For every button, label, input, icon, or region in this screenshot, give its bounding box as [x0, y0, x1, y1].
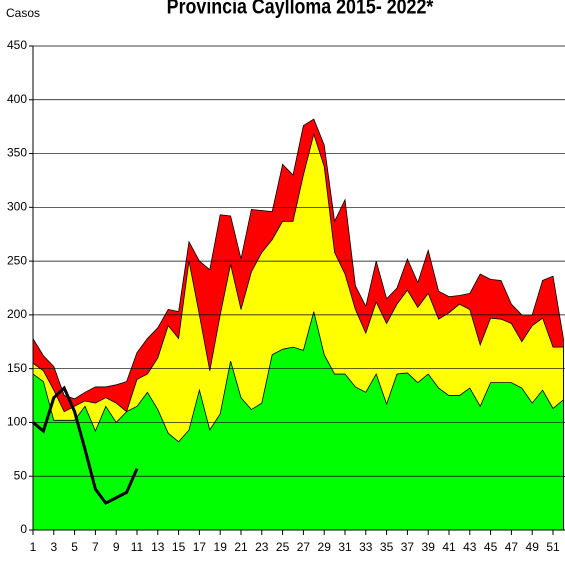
x-tick-label: 19	[214, 540, 228, 554]
x-tick-label: 5	[71, 540, 78, 554]
y-tick-label: 400	[7, 92, 27, 106]
x-tick-label: 49	[526, 540, 540, 554]
x-tick-label: 1	[30, 540, 37, 554]
x-tick-label: 37	[401, 540, 415, 554]
y-tick-label: 350	[7, 146, 27, 160]
chart-title: Provincia Caylloma 2015- 2022*	[167, 0, 434, 19]
x-tick-label: 45	[484, 540, 498, 554]
y-tick-label: 250	[7, 253, 27, 267]
x-tick-label: 11	[131, 540, 144, 554]
x-tick-label: 17	[193, 540, 207, 554]
x-tick-label: 47	[505, 540, 519, 554]
x-tick-label: 15	[172, 540, 186, 554]
y-tick-label: 0	[20, 522, 27, 536]
line	[32, 385, 139, 506]
x-tick-label: 13	[151, 540, 165, 554]
x-tick-label: 21	[234, 540, 248, 554]
x-tick-label: 39	[422, 540, 436, 554]
x-tick-label: 27	[297, 540, 311, 554]
x-tick-label: 3	[50, 540, 57, 554]
x-tick-label: 31	[338, 540, 352, 554]
y-tick-label: 450	[7, 38, 27, 52]
y-axis-label: Casos	[6, 6, 40, 20]
x-tick-label: 51	[546, 540, 560, 554]
x-tick-label: 23	[255, 540, 269, 554]
y-tick-label: 150	[7, 361, 27, 375]
x-tick-label: 41	[442, 540, 456, 554]
x-tick-label: 43	[463, 540, 477, 554]
y-tick-label: 100	[7, 415, 27, 429]
x-tick-label: 7	[92, 540, 99, 554]
x-tick-label: 9	[113, 540, 120, 554]
x-tick-label: 29	[318, 540, 332, 554]
x-tick-label: 35	[380, 540, 394, 554]
y-tick-label: 300	[7, 200, 27, 214]
x-tick-label: 25	[276, 540, 290, 554]
y-tick-label: 200	[7, 307, 27, 321]
x-tick-label: 33	[359, 540, 373, 554]
y-tick-label: 50	[14, 468, 28, 482]
